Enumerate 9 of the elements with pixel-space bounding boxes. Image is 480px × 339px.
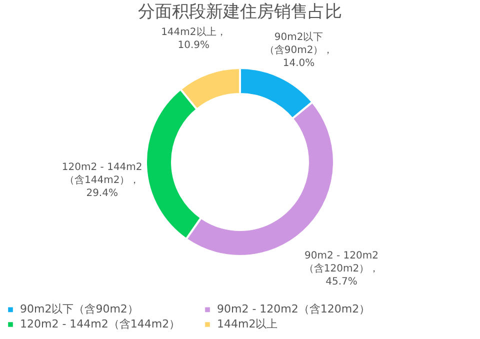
data-label: 90m2 - 120m2（含120m2），45.7% xyxy=(304,250,380,288)
data-label: 90m2以下（含90m2），14.0% xyxy=(264,31,334,70)
data-label: 144m2以上，10.9% xyxy=(161,26,226,52)
legend-label: 144m2以上 xyxy=(217,318,278,330)
legend-label: 90m2 - 120m2（含120m2） xyxy=(217,302,370,316)
legend-label: 120m2 - 144m2（含144m2） xyxy=(20,318,180,330)
chart-title: 分面积段新建住房销售占比 xyxy=(138,2,342,22)
legend-label: 90m2以下（含90m2） xyxy=(20,302,138,316)
data-label: 120m2 - 144m2（含144m2），29.4% xyxy=(62,162,142,200)
